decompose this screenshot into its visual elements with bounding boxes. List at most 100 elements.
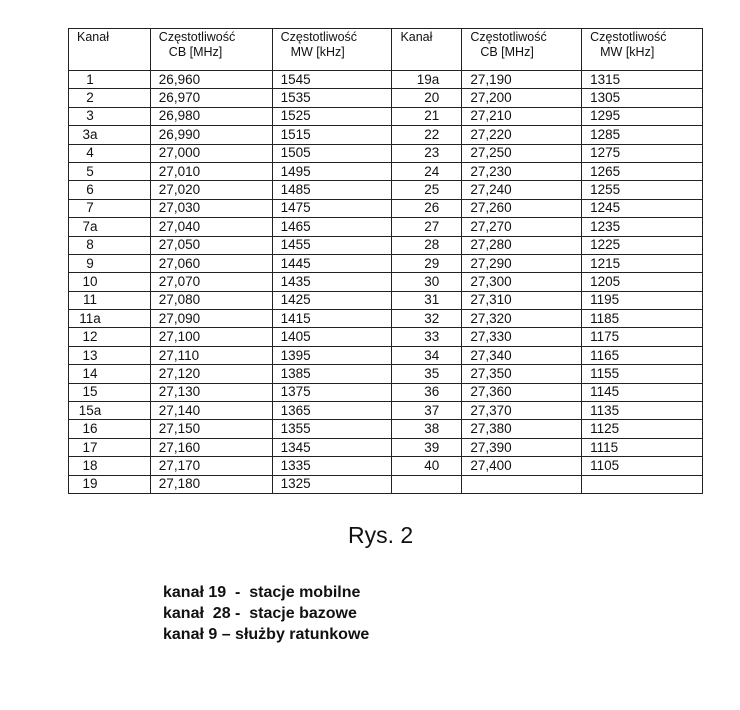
channel-label: 9 <box>86 255 94 271</box>
table-row: 11 27,080 1425 31 27,310 1195 <box>68 290 703 311</box>
note-base: kanał 28 - stacje bazowe <box>163 605 357 622</box>
table-header-row: Kanał Częstotliwość CB [MHz] Częstotliwość M… <box>68 28 703 71</box>
table-row: 3 26,980 1525 21 27,210 1295 <box>68 106 703 127</box>
channel-cell: 26 <box>391 198 463 219</box>
mw-frequency-khz-cell: 1475 <box>271 198 393 219</box>
channel-cell: 6 <box>68 180 151 200</box>
channel-cell: 17 <box>68 437 151 458</box>
mw-frequency-khz-cell: 1265 <box>581 161 703 182</box>
table-row: 10 27,070 1435 30 27,300 1205 <box>68 272 703 292</box>
channel-cell: 15a <box>68 401 151 421</box>
mw-frequency-khz-cell: 1155 <box>581 364 703 384</box>
channel-cell: 1 <box>68 69 151 90</box>
cb-frequency-mhz-cell: 27,240 <box>461 180 583 200</box>
cb-frequency-mhz-cell: 27,020 <box>149 180 273 200</box>
mw-frequency-khz-cell: 1175 <box>581 327 703 347</box>
cb-frequency-mhz-cell: 27,030 <box>149 198 273 219</box>
table-row: 5 27,010 1495 24 27,230 1265 <box>68 161 703 182</box>
cb-frequency-mhz-cell: 27,330 <box>461 327 583 347</box>
channel-cell: 9 <box>68 253 151 274</box>
mw-frequency-khz-cell: 1455 <box>271 235 393 255</box>
table-row: 8 27,050 1455 28 27,280 1225 <box>68 235 703 255</box>
column-header: Częstotliwość MW [kHz] <box>271 28 393 71</box>
channel-label: 11a <box>79 310 101 326</box>
header-line1: Kanał <box>77 30 109 44</box>
cb-frequency-mhz-cell: 27,210 <box>461 106 583 127</box>
table-row: 4 27,000 1505 23 27,250 1275 <box>68 143 703 163</box>
mw-frequency-khz-cell: 1335 <box>271 456 393 476</box>
table-row: 17 27,160 1345 39 27,390 1115 <box>68 437 703 458</box>
cb-frequency-mhz-cell: 27,180 <box>149 474 273 494</box>
channel-label: 19 <box>82 476 98 492</box>
table-row: 7 27,030 1475 26 27,260 1245 <box>68 198 703 219</box>
cb-frequency-mhz-cell: 27,220 <box>461 125 583 145</box>
cb-frequency-mhz-cell: 27,350 <box>461 364 583 384</box>
table-row: 6 27,020 1485 25 27,240 1255 <box>68 180 703 200</box>
header-line1: Częstotliwość <box>590 30 667 44</box>
mw-frequency-khz-cell: 1325 <box>271 474 393 494</box>
channel-label: 7 <box>86 200 94 216</box>
channel-label: 3 <box>86 108 94 124</box>
mw-frequency-khz-cell: 1125 <box>581 419 703 439</box>
column-header: Częstotliwość MW [kHz] <box>581 28 703 71</box>
header-line2: CB [MHz] <box>168 45 223 59</box>
mw-frequency-khz-cell: 1285 <box>581 125 703 145</box>
mw-frequency-khz-cell: 1505 <box>271 143 393 163</box>
channel-cell: 18 <box>68 456 151 476</box>
mw-frequency-khz-cell: 1545 <box>271 69 393 90</box>
channel-cell: 36 <box>391 382 463 403</box>
cb-frequency-mhz-cell <box>461 474 583 494</box>
mw-frequency-khz-cell: 1275 <box>581 143 703 163</box>
mw-frequency-khz-cell: 1535 <box>271 88 393 108</box>
table-row: 9 27,060 1445 29 27,290 1215 <box>68 253 703 274</box>
cb-frequency-mhz-cell: 27,060 <box>149 253 273 274</box>
channel-cell: 40 <box>391 456 463 476</box>
column-header: Częstotliwość CB [MHz] <box>461 28 583 71</box>
table-row: 13 27,110 1395 34 27,340 1165 <box>68 345 703 366</box>
channel-cell: 19 <box>68 474 151 494</box>
channel-label: 14 <box>82 365 98 381</box>
channel-cell: 38 <box>391 419 463 439</box>
cb-frequency-mhz-cell: 27,290 <box>461 253 583 274</box>
mw-frequency-khz-cell: 1415 <box>271 309 393 329</box>
cb-frequency-mhz-cell: 27,140 <box>149 401 273 421</box>
channel-cell: 25 <box>391 180 463 200</box>
cb-frequency-mhz-cell: 27,010 <box>149 161 273 182</box>
cb-frequency-mhz-cell: 27,170 <box>149 456 273 476</box>
channel-cell: 14 <box>68 364 151 384</box>
cb-frequency-mhz-cell: 27,050 <box>149 235 273 255</box>
cb-frequency-mhz-cell: 27,280 <box>461 235 583 255</box>
cb-frequency-mhz-cell: 27,110 <box>149 345 273 366</box>
channel-label: 8 <box>86 237 94 253</box>
mw-frequency-khz-cell: 1165 <box>581 345 703 366</box>
cb-frequency-mhz-cell: 27,400 <box>461 456 583 476</box>
cb-frequency-mhz-cell: 27,040 <box>149 217 273 237</box>
table-row: 7a 27,040 1465 27 27,270 1235 <box>68 217 703 237</box>
cb-frequency-mhz-cell: 27,370 <box>461 401 583 421</box>
header-line2: MW [kHz] <box>290 45 345 59</box>
table-row: 11a 27,090 1415 32 27,320 1185 <box>68 309 703 329</box>
channel-cell: 24 <box>391 161 463 182</box>
mw-frequency-khz-cell: 1315 <box>581 69 703 90</box>
mw-frequency-khz-cell: 1435 <box>271 272 393 292</box>
cb-frequency-mhz-cell: 27,000 <box>149 143 273 163</box>
cb-frequency-mhz-cell: 27,090 <box>149 309 273 329</box>
channel-cell: 3a <box>68 125 151 145</box>
mw-frequency-khz-cell: 1115 <box>581 437 703 458</box>
table-row: 3a 26,990 1515 22 27,220 1285 <box>68 125 703 145</box>
cb-frequency-mhz-cell: 27,310 <box>461 290 583 311</box>
cb-frequency-mhz-cell: 27,130 <box>149 382 273 403</box>
channel-label: 7a <box>82 218 98 234</box>
mw-frequency-khz-cell: 1485 <box>271 180 393 200</box>
channel-label: 18 <box>82 457 98 473</box>
channel-label: 11 <box>82 292 97 308</box>
channel-cell: 16 <box>68 419 151 439</box>
table-row: 15 27,130 1375 36 27,360 1145 <box>68 382 703 403</box>
channel-label: 3a <box>82 126 98 142</box>
channel-cell: 7a <box>68 217 151 237</box>
cb-frequency-mhz-cell: 27,070 <box>149 272 273 292</box>
channel-cell: 15 <box>68 382 151 403</box>
channel-cell: 11 <box>68 290 151 311</box>
mw-frequency-khz-cell: 1245 <box>581 198 703 219</box>
channel-cell: 27 <box>391 217 463 237</box>
